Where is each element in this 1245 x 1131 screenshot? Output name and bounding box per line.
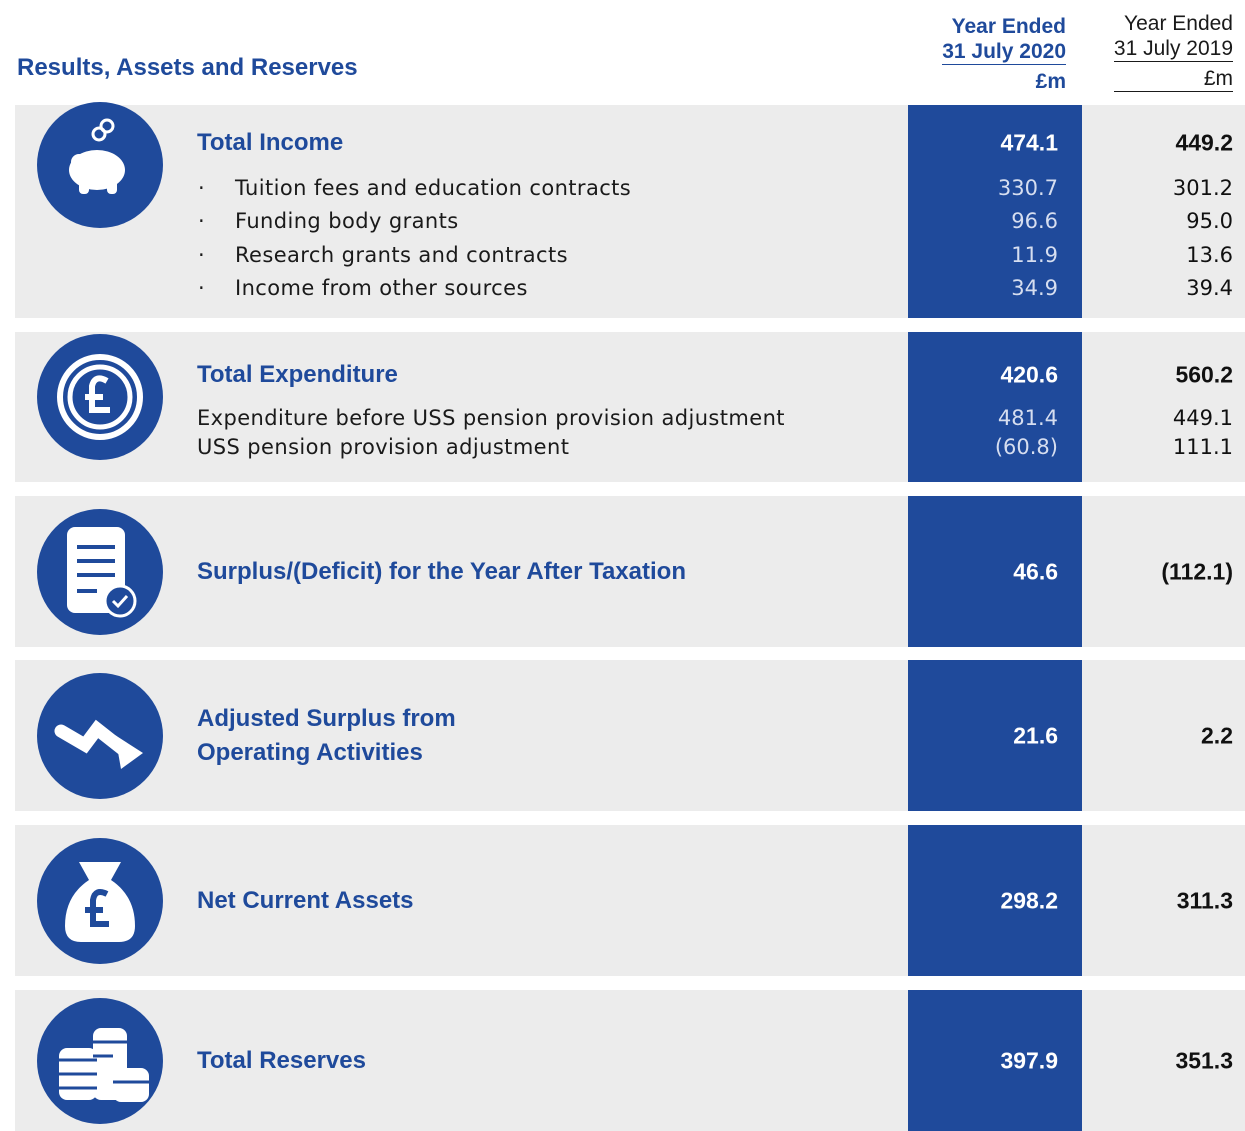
section-value: (112.1) xyxy=(1161,558,1233,584)
item-value: 34.9 xyxy=(1011,276,1058,300)
item-value: (60.8) xyxy=(994,435,1058,459)
section-value: 311.3 xyxy=(1176,887,1233,913)
icon-graphic xyxy=(37,672,163,799)
icon-graphic xyxy=(37,334,163,460)
item-value: 95.0 xyxy=(1186,209,1233,233)
item-value: 111.1 xyxy=(1172,435,1233,459)
bullet: · xyxy=(198,276,206,300)
section-value: 474.1 xyxy=(1000,129,1058,156)
section-label: Surplus/(Deficit) for the Year After Tax… xyxy=(197,557,686,585)
icon-graphic xyxy=(37,508,163,635)
highlight-column xyxy=(908,332,1082,482)
bullet: · xyxy=(198,176,206,200)
item-label: Funding body grants xyxy=(235,209,459,233)
item-value: 481.4 xyxy=(997,406,1058,430)
item-value: 11.9 xyxy=(1011,243,1058,267)
section-row: Adjusted Surplus from Operating Activiti… xyxy=(15,660,1245,811)
icon xyxy=(37,837,163,968)
header-line: 31 July 2020 xyxy=(942,40,1066,65)
bullet: · xyxy=(198,243,206,267)
highlight-column xyxy=(908,990,1082,1131)
column-header: Year Ended 31 July 2020 £m xyxy=(942,14,1066,94)
section-label: Total Income xyxy=(197,129,344,156)
item-value: 96.6 xyxy=(1011,209,1058,233)
section-value: 21.6 xyxy=(1013,722,1058,748)
section-label: Total Expenditure xyxy=(197,361,398,388)
section-value: 298.2 xyxy=(1000,887,1058,913)
item-value: 39.4 xyxy=(1186,276,1233,300)
bullet: · xyxy=(198,209,206,233)
section-value: 420.6 xyxy=(1000,361,1058,388)
item-label: Research grants and contracts xyxy=(235,243,568,267)
item-value: 13.6 xyxy=(1186,243,1233,267)
section-value: 449.2 xyxy=(1175,129,1233,156)
highlight-column xyxy=(908,825,1082,976)
section-row: Surplus/(Deficit) for the Year After Tax… xyxy=(15,496,1245,647)
section-value: 397.9 xyxy=(1000,1047,1058,1073)
section-value: 560.2 xyxy=(1175,361,1233,388)
icon xyxy=(37,672,163,803)
header-line: Year Ended xyxy=(951,15,1066,38)
section-value: 2.2 xyxy=(1201,722,1233,748)
icon xyxy=(37,508,163,639)
icon-graphic xyxy=(37,102,163,228)
highlight-column xyxy=(908,660,1082,811)
item-value: 301.2 xyxy=(1172,176,1233,200)
highlight-column xyxy=(908,105,1082,318)
column-header: Year Ended 31 July 2019 £m xyxy=(1113,11,1233,92)
item-label: Tuition fees and education contracts xyxy=(235,176,632,200)
header-unit: £m xyxy=(1113,66,1233,92)
item-value: 449.1 xyxy=(1172,406,1233,430)
item-label: USS pension provision adjustment xyxy=(197,435,570,459)
section-label: Total Reserves xyxy=(197,1046,366,1074)
item-label: Expenditure before USS pension provision… xyxy=(197,406,785,430)
section-value: 351.3 xyxy=(1175,1047,1233,1073)
icon-graphic xyxy=(37,837,163,964)
page-title: Results, Assets and Reserves xyxy=(17,54,358,81)
section-row: Total Expenditure 420.6 560.2 Expenditure b… xyxy=(15,332,1245,482)
section-value: 46.6 xyxy=(1013,558,1058,584)
icon-graphic xyxy=(37,997,163,1124)
section-row: Net Current Assets 298.2 311.3 xyxy=(15,825,1245,976)
header-line: Year Ended xyxy=(1124,12,1233,35)
section-label: Adjusted Surplus from Operating Activiti… xyxy=(197,704,456,766)
header-line: 31 July 2019 xyxy=(1113,37,1233,62)
item-value: 330.7 xyxy=(997,176,1058,200)
section-row: Total Reserves 397.9 351.3 xyxy=(15,990,1245,1131)
section-row: Total Income 474.1 449.2 · Tuition fees and … xyxy=(15,102,1245,318)
section-label: Net Current Assets xyxy=(197,886,414,914)
icon xyxy=(37,997,163,1128)
highlight-column xyxy=(908,496,1082,647)
icon xyxy=(37,334,163,464)
item-label: Income from other sources xyxy=(235,276,528,300)
icon xyxy=(37,102,163,232)
header-unit: £m xyxy=(1035,70,1066,93)
